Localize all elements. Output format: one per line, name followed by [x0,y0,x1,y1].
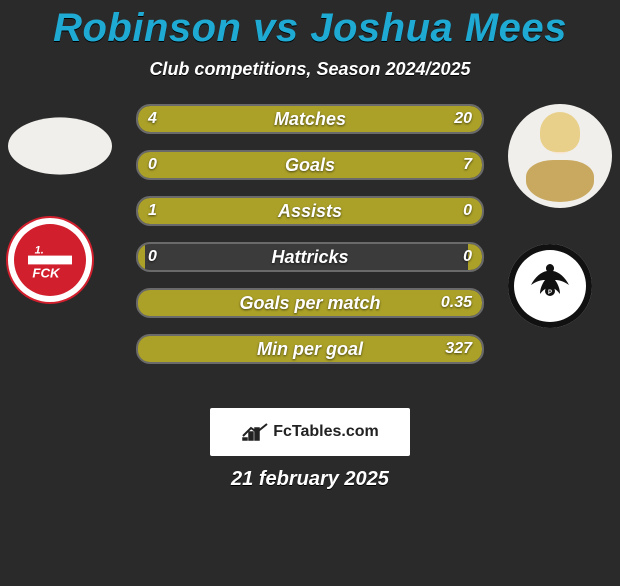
bar-label: Goals [138,152,482,178]
svg-text:FCK: FCK [32,266,61,281]
bar-label: Assists [138,198,482,224]
bar-value-right: 0.35 [431,290,482,316]
club-crest-left: 1. FCK [8,218,92,302]
bar-value-left: 0 [138,152,167,178]
watermark-text: FcTables.com [273,423,379,441]
date-text: 21 february 2025 [0,468,620,491]
bar-row: Assists1 0 [136,196,484,226]
bar-row: Goals per match0.35 [136,288,484,318]
player-right-avatar [508,104,612,208]
bar-row: Matches4 20 [136,104,484,134]
watermark: FcTables.com [210,408,410,456]
bar-label: Min per goal [138,336,482,362]
bar-value-right: 0 [453,244,482,270]
bar-value-left: 4 [138,106,167,132]
eagle-crest-icon: P [520,256,580,316]
bar-value-right: 20 [444,106,482,132]
bar-value-right: 7 [453,152,482,178]
page-title: Robinson vs Joshua Mees [0,6,620,51]
comparison-chart: 1. FCK P Matches420Goals07Assists10Hattr… [0,104,620,394]
bar-label: Hattricks [138,244,482,270]
player-right-column: P [508,104,612,328]
bar-value-right: 327 [435,336,482,362]
bar-value-left [138,290,158,316]
watermark-icon [241,422,269,442]
subtitle: Club competitions, Season 2024/2025 [0,59,620,80]
svg-text:P: P [548,290,552,296]
player-left-column: 1. FCK [8,104,112,302]
club-crest-right: P [508,244,592,328]
bar-value-left: 0 [138,244,167,270]
svg-text:1.: 1. [35,244,44,256]
bar-value-right: 0 [453,198,482,224]
bar-value-left: 1 [138,198,167,224]
bar-label: Matches [138,106,482,132]
club-crest-left-icon: 1. FCK [28,238,72,282]
bar-value-left [138,336,158,362]
bar-row: Min per goal327 [136,334,484,364]
bar-row: Goals0 7 [136,150,484,180]
bar-row: Hattricks0 0 [136,242,484,272]
bar-rows-container: Matches420Goals07Assists10Hattricks00Goa… [136,104,484,380]
player-left-avatar [8,117,112,174]
